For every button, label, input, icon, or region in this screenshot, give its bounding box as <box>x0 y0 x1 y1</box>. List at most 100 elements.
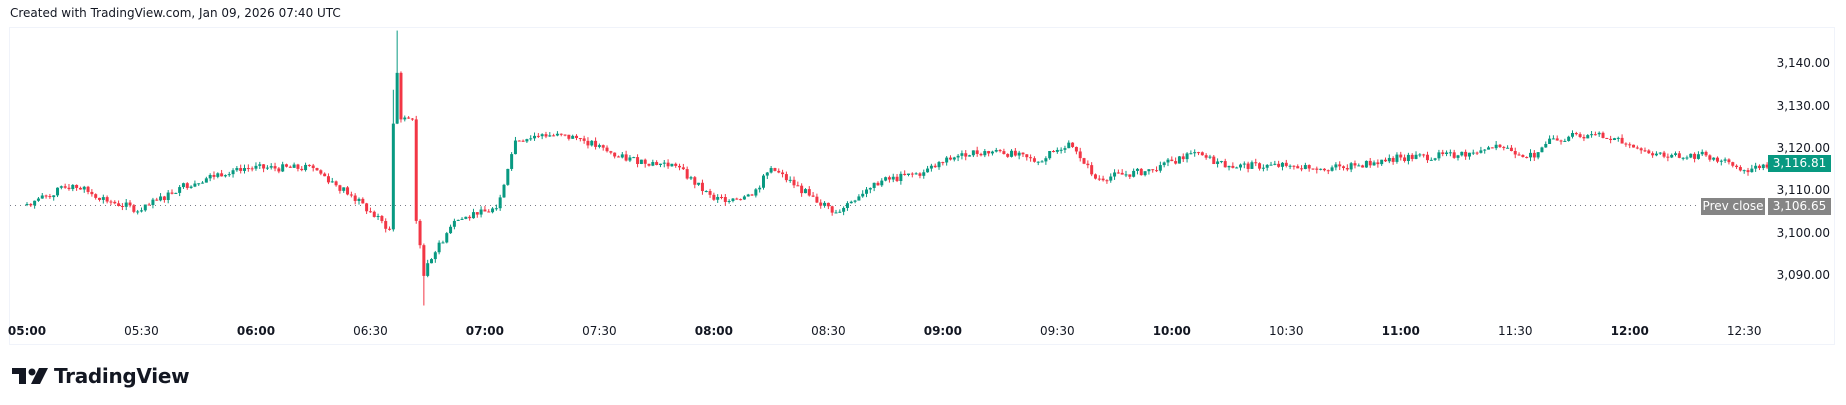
candle-up <box>929 163 933 172</box>
candle-down <box>468 215 472 221</box>
candle-down <box>1498 143 1502 148</box>
chart-frame[interactable] <box>9 27 1835 345</box>
candle-down <box>1197 151 1201 156</box>
candle-up <box>968 154 972 157</box>
candle-up <box>1288 164 1292 170</box>
candle-down <box>90 189 94 197</box>
candle-up <box>204 176 208 183</box>
candle-up <box>670 163 674 167</box>
candle-up <box>1235 166 1239 169</box>
candle-down <box>655 160 659 166</box>
candle-down <box>483 206 487 212</box>
candle-up <box>1536 152 1540 160</box>
candle-down <box>941 161 945 166</box>
candle-down <box>1292 165 1296 170</box>
candle-down <box>1101 175 1105 182</box>
candle-up <box>803 188 807 194</box>
candle-down <box>250 166 254 172</box>
candle-up <box>1349 161 1353 173</box>
candle-up <box>1437 149 1441 161</box>
candle-down <box>1490 147 1494 149</box>
candle-up <box>223 174 227 178</box>
candle-down <box>739 198 743 201</box>
candle-up <box>1109 173 1113 183</box>
tradingview-logo[interactable]: TradingView <box>12 364 190 388</box>
candle-down <box>1284 159 1288 168</box>
time-axis-label: 12:30 <box>1726 324 1762 338</box>
candle-down <box>578 137 582 142</box>
candle-up <box>765 171 769 180</box>
candle-down <box>1704 150 1708 157</box>
candle-up <box>990 150 994 156</box>
candle-down <box>1651 151 1655 158</box>
candle-up <box>540 133 544 140</box>
candle-down <box>273 162 277 172</box>
time-axis-label: 08:30 <box>811 324 846 338</box>
candle-up <box>1124 170 1128 178</box>
candle-up <box>689 175 693 181</box>
candle-down <box>1422 153 1426 158</box>
candle-down <box>1200 151 1204 156</box>
candle-down <box>147 202 151 206</box>
candle-down <box>636 154 640 168</box>
candle-down <box>1620 134 1624 144</box>
candle-down <box>616 155 620 158</box>
candle-up <box>197 183 201 186</box>
time-axis-label: 09:30 <box>1040 324 1075 338</box>
candle-down <box>319 169 323 176</box>
candle-down <box>1006 153 1010 158</box>
candle-down <box>1727 158 1731 165</box>
candle-down <box>1277 160 1281 168</box>
candle-up <box>1227 165 1231 171</box>
candle-up <box>1319 168 1323 171</box>
candle-up <box>1479 146 1483 154</box>
candle-down <box>300 166 304 172</box>
candle-down <box>1609 135 1613 144</box>
candle-up <box>471 208 475 219</box>
candle-up <box>178 185 182 197</box>
time-axis-label: 10:30 <box>1268 324 1304 338</box>
candle-down <box>830 205 834 216</box>
candle-up <box>1563 138 1567 142</box>
candle-down <box>712 192 716 201</box>
candle-up <box>82 185 86 193</box>
candle-up <box>40 193 44 199</box>
candle-down <box>1090 162 1094 177</box>
candle-up <box>1750 164 1754 173</box>
candle-down <box>895 173 899 183</box>
candle-up <box>1372 160 1376 166</box>
time-axis-label: 05:00 <box>7 324 47 338</box>
candle-down <box>1311 168 1315 170</box>
candle-down <box>1410 153 1414 162</box>
candle-down <box>239 164 243 174</box>
candle-down <box>170 189 174 195</box>
candle-down <box>1002 148 1006 155</box>
candle-up <box>1364 160 1368 168</box>
candle-down <box>277 167 281 174</box>
candle-down <box>372 210 376 218</box>
candle-up <box>491 207 495 214</box>
candle-down <box>1532 150 1536 161</box>
price-axis-label: 3,090.00 <box>1776 267 1830 282</box>
candle-down <box>1662 150 1666 159</box>
candle-down <box>113 200 117 205</box>
candle-up <box>357 197 361 205</box>
candle-down <box>887 175 891 183</box>
candle-down <box>903 170 907 176</box>
candle-up <box>1219 160 1223 164</box>
candle-up <box>452 218 456 230</box>
candle-down <box>1326 169 1330 175</box>
candle-up <box>727 199 731 204</box>
candle-down <box>1765 162 1769 169</box>
time-axis-label: 06:00 <box>236 324 276 338</box>
candle-down <box>1116 169 1120 174</box>
candle-up <box>513 136 517 155</box>
candle-up <box>181 182 185 189</box>
candle-down <box>1746 167 1750 176</box>
candle-up <box>704 190 708 193</box>
candle-down <box>1204 153 1208 160</box>
candle-down <box>1555 135 1559 141</box>
candle-down <box>1735 164 1739 170</box>
candle-up <box>403 115 407 122</box>
